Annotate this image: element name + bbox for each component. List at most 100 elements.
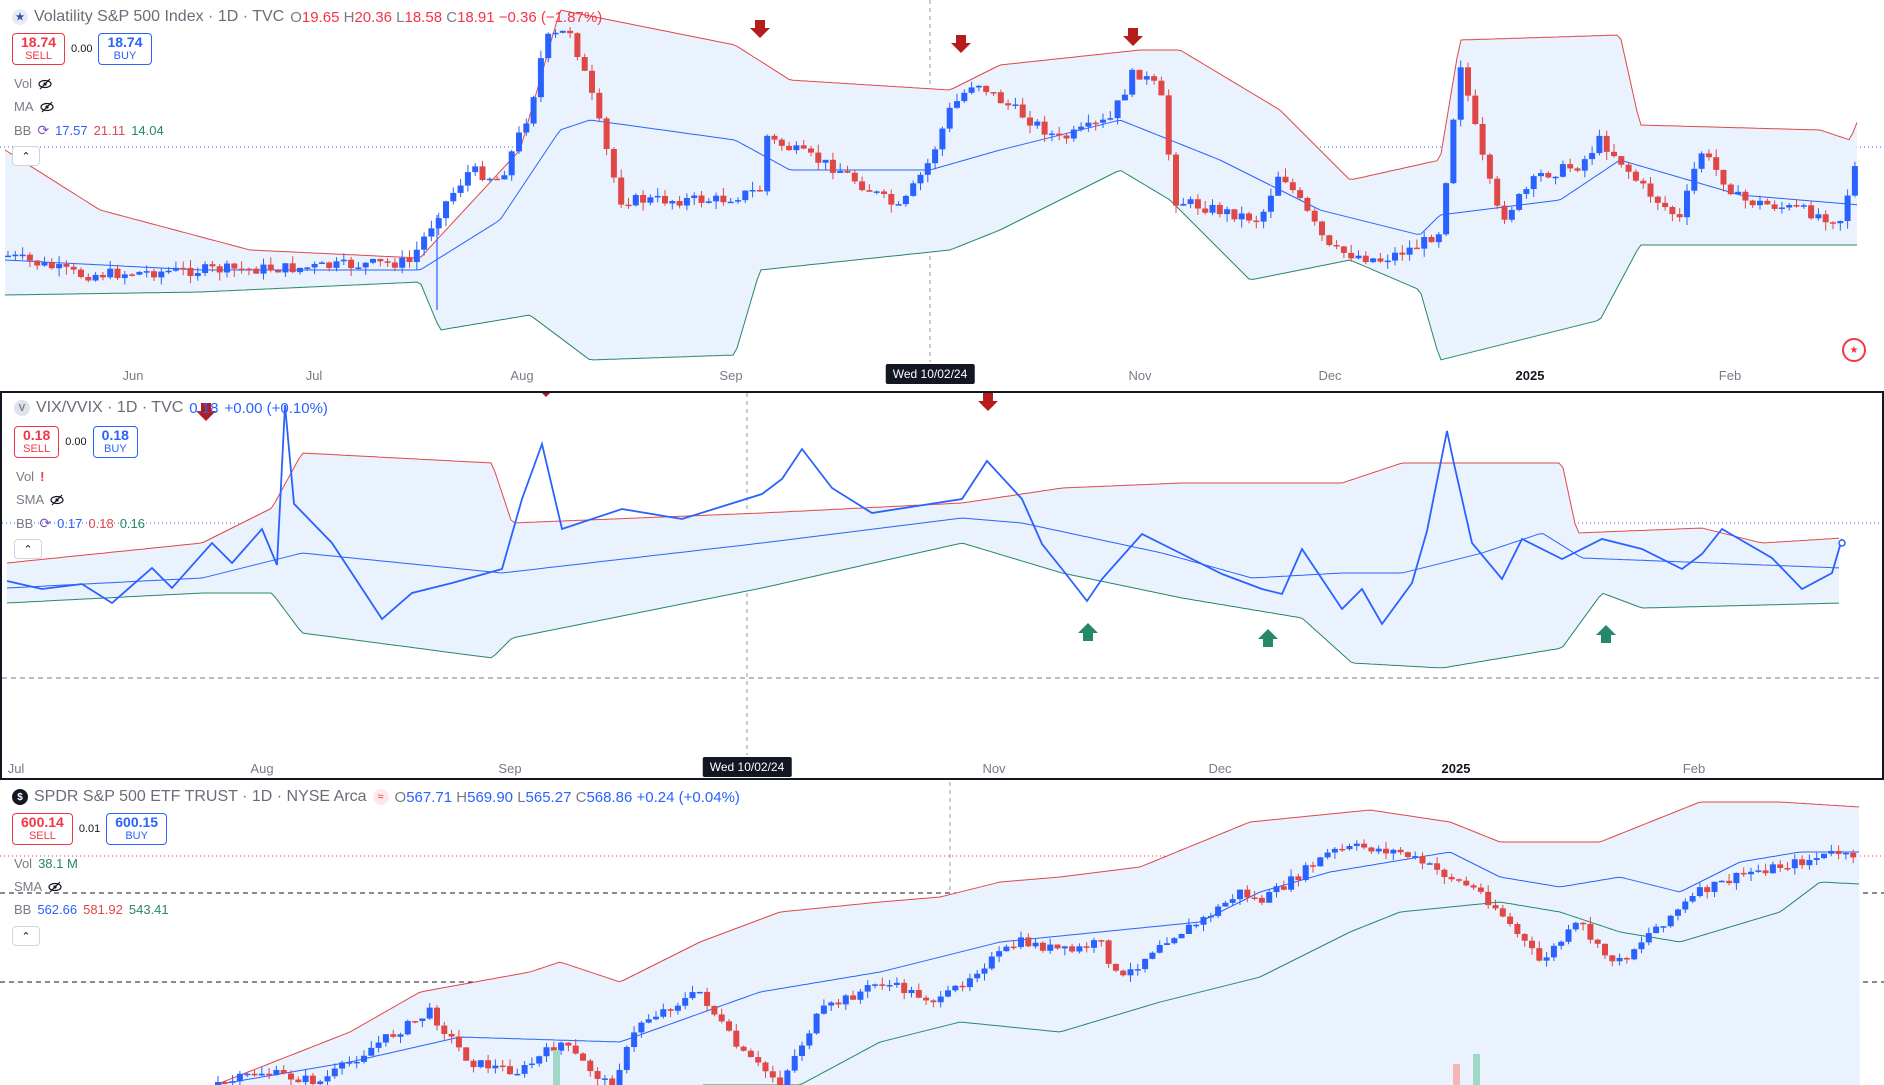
- vix-candle: [881, 191, 887, 195]
- vix-candle: [1048, 133, 1055, 136]
- vix-candle: [968, 87, 975, 93]
- spy-price-plot[interactable]: [0, 782, 1884, 1085]
- vix-candle: [574, 33, 581, 58]
- spy-candle: [1426, 863, 1433, 865]
- eye-hidden-icon[interactable]: [39, 100, 54, 114]
- refresh-icon[interactable]: ⟳: [39, 515, 52, 531]
- vix-candle: [224, 263, 230, 273]
- eye-hidden-icon[interactable]: [48, 880, 62, 894]
- vix-candle: [1267, 195, 1274, 212]
- spy-candle: [1602, 943, 1608, 956]
- vix-candle: [1384, 260, 1391, 263]
- vix-candle: [1808, 205, 1815, 219]
- vix-candle: [1005, 103, 1012, 106]
- spy-candle: [339, 1062, 346, 1069]
- spy-candle: [368, 1047, 375, 1056]
- spy-bb-indicator[interactable]: BB 562.66 581.92 543.41: [14, 902, 169, 917]
- vix-candle: [1158, 80, 1165, 96]
- vix-candle: [1465, 67, 1471, 96]
- market-closed-icon[interactable]: ≈: [372, 789, 389, 805]
- spy-buy-button[interactable]: 600.15 BUY: [106, 813, 168, 845]
- spy-candle: [1207, 915, 1214, 918]
- vix-symbol-title[interactable]: Volatility S&P 500 Index · 1D · TVC: [34, 8, 285, 25]
- spy-candle: [1018, 937, 1024, 948]
- vix-candle: [669, 201, 676, 204]
- vix-candle: [457, 185, 464, 193]
- spy-candle: [499, 1065, 506, 1068]
- vix-candle: [618, 177, 625, 205]
- vix-candle: [1669, 207, 1676, 215]
- vix-sell-button[interactable]: 18.74 SELL: [12, 33, 66, 65]
- vix-bb-indicator[interactable]: BB ⟳ 17.57 21.11 14.04: [14, 122, 164, 138]
- vix-candle: [1165, 95, 1172, 155]
- chart-pane-vix[interactable]: ★ Volatility S&P 500 Index · 1D · TVC O1…: [0, 0, 1884, 388]
- vix-vvix-bb-indicator[interactable]: BB ⟳ 0.17 0.18 0.16: [16, 515, 146, 531]
- spy-candle: [587, 1060, 594, 1072]
- spy-symbol-title[interactable]: SPDR S&P 500 ETF TRUST · 1D · NYSE Arca: [34, 788, 367, 805]
- eye-hidden-icon[interactable]: [38, 77, 52, 91]
- spy-candle: [901, 982, 908, 994]
- us-flag-icon[interactable]: ★: [1842, 338, 1866, 362]
- vix-vvix-sma-indicator[interactable]: SMA: [16, 492, 64, 507]
- vix-candle: [1173, 154, 1179, 206]
- warning-icon[interactable]: !: [40, 469, 45, 484]
- vix-candle: [1107, 118, 1114, 120]
- spy-candle: [1675, 909, 1681, 916]
- vix-candle: [143, 271, 150, 273]
- vix-bb-basis-line: [4, 119, 1858, 271]
- symbol-logo-icon: V: [14, 400, 30, 416]
- vix-candle: [552, 32, 559, 35]
- eye-hidden-icon[interactable]: [50, 493, 64, 507]
- refresh-icon[interactable]: ⟳: [37, 122, 50, 138]
- chart-pane-spy[interactable]: $ SPDR S&P 500 ETF TRUST · 1D · NYSE Arc…: [0, 782, 1884, 1085]
- spy-sma-indicator[interactable]: SMA: [14, 879, 62, 894]
- vix-vvix-symbol-title[interactable]: VIX/VVIX · 1D · TVC: [36, 399, 184, 416]
- vix-vvix-buy-button[interactable]: 0.18 BUY: [92, 426, 138, 458]
- vix-candle: [121, 274, 128, 279]
- chart-pane-vix-vvix[interactable]: V VIX/VVIX · 1D · TVC 0.18 +0.00 (+0.10%…: [0, 391, 1884, 780]
- vix-vvix-line-plot[interactable]: [2, 393, 1884, 780]
- vix-candle: [1830, 222, 1836, 224]
- spy-sell-button[interactable]: 600.14 SELL: [12, 813, 73, 845]
- vix-buy-button[interactable]: 18.74 BUY: [98, 33, 152, 65]
- spy-candle: [1324, 852, 1331, 858]
- spy-candle: [1229, 899, 1236, 903]
- spy-candle: [1368, 847, 1375, 852]
- spy-candle: [1631, 949, 1638, 960]
- spy-candle: [777, 1077, 784, 1085]
- us-flag-icon: ★: [12, 9, 28, 25]
- spy-candle: [317, 1081, 324, 1085]
- vix-candle: [924, 163, 931, 175]
- sell-signal-arrow: [542, 393, 550, 397]
- vix-candle: [1698, 153, 1705, 169]
- vix-vol-indicator[interactable]: Vol: [14, 76, 52, 91]
- spy-vol-indicator[interactable]: Vol 38.1 M: [14, 856, 78, 871]
- vix-vvix-sell-button[interactable]: 0.18 SELL: [14, 426, 60, 458]
- spy-candle: [1499, 908, 1506, 917]
- vix-candle: [1034, 121, 1041, 126]
- spy-candle: [1098, 940, 1105, 942]
- vix-candle: [158, 271, 165, 278]
- collapse-legend-button[interactable]: ⌃: [12, 146, 40, 166]
- vix-candle: [435, 218, 442, 229]
- vix-candle: [837, 170, 844, 173]
- vix-candle: [516, 132, 522, 152]
- vix-candle: [975, 85, 982, 88]
- vix-candle: [362, 262, 369, 268]
- spy-candle: [1682, 901, 1689, 910]
- vix-candle: [910, 183, 917, 196]
- vix-candle: [932, 149, 939, 164]
- vix-ma-indicator[interactable]: MA: [14, 99, 54, 114]
- vix-candle: [1100, 119, 1106, 123]
- collapse-legend-button[interactable]: ⌃: [12, 926, 40, 946]
- vix-candle: [1538, 173, 1544, 177]
- collapse-legend-button[interactable]: ⌃: [14, 539, 42, 559]
- vix-candle: [180, 267, 187, 270]
- spy-candle: [507, 1066, 513, 1075]
- vix-vvix-vol-indicator[interactable]: Vol!: [16, 469, 45, 484]
- vix-price-plot[interactable]: [0, 0, 1884, 388]
- vix-candle: [391, 262, 398, 268]
- vix-candle: [866, 190, 873, 192]
- spy-candle: [455, 1036, 462, 1048]
- vix-candle: [406, 257, 413, 263]
